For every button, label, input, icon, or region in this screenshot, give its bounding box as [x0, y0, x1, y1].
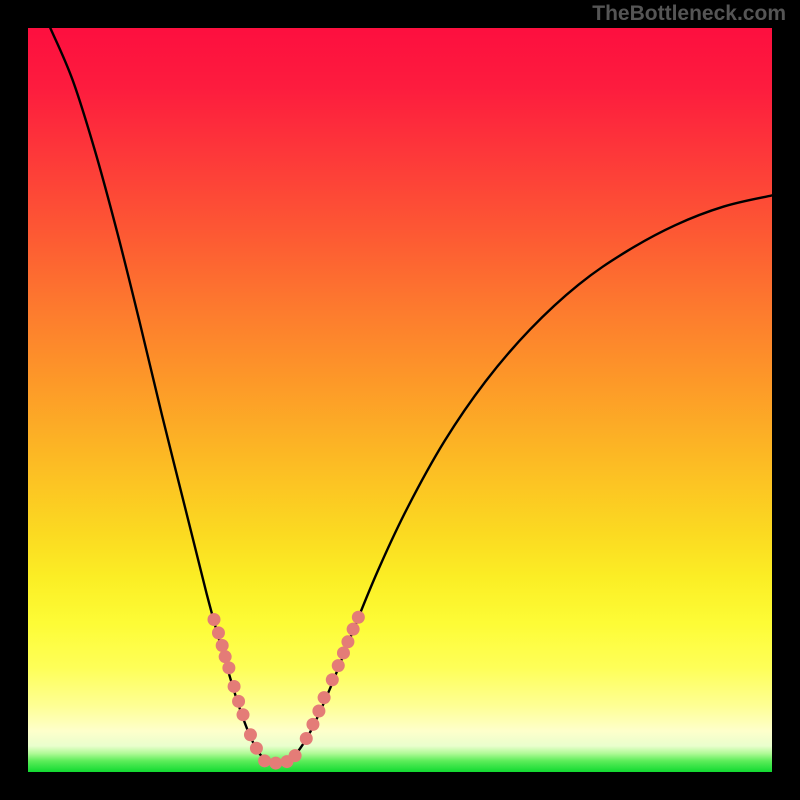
curve-marker	[352, 611, 365, 624]
curve-marker	[312, 704, 325, 717]
curve-marker	[289, 749, 302, 762]
curve-marker	[300, 732, 313, 745]
curve-marker	[318, 691, 331, 704]
curve-marker	[232, 695, 245, 708]
watermark-text: TheBottleneck.com	[592, 2, 786, 26]
curve-marker	[347, 623, 360, 636]
curve-marker	[341, 635, 354, 648]
curve-marker	[237, 708, 250, 721]
curve-marker	[228, 680, 241, 693]
bottleneck-curve	[28, 28, 772, 772]
curve-marker	[208, 613, 221, 626]
curve-marker	[222, 661, 235, 674]
curve-marker	[337, 646, 350, 659]
curve-marker	[326, 673, 339, 686]
curve-marker	[332, 659, 345, 672]
curve-marker	[258, 754, 271, 767]
curve-marker	[216, 639, 229, 652]
curve-marker	[306, 718, 319, 731]
curve-marker	[269, 757, 282, 770]
plot-area	[28, 28, 772, 772]
curve-marker	[250, 742, 263, 755]
curve-marker	[244, 728, 257, 741]
curve-marker	[219, 650, 232, 663]
curve-marker	[212, 626, 225, 639]
